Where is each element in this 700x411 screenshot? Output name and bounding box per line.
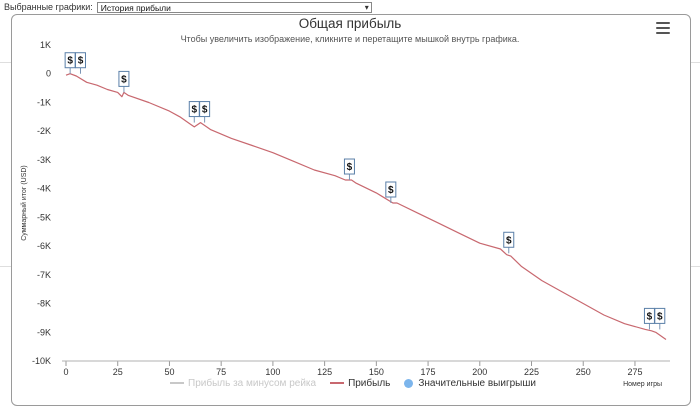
x-tick-label: 275 — [627, 367, 642, 377]
x-tick-label: 25 — [113, 367, 123, 377]
notable-win-flag-label: $ — [202, 105, 208, 116]
legend-label-profit: Прибыль — [348, 377, 391, 389]
chart-selector-dropdown[interactable]: История прибыли ▾ — [96, 1, 372, 13]
x-tick-label: 75 — [216, 367, 226, 377]
chart-subtitle: Чтобы увеличить изображение, кликните и … — [180, 34, 520, 44]
x-tick-label: 0 — [63, 367, 68, 377]
notable-win-flag-box — [118, 70, 130, 87]
y-axis-title: Суммарный итог (USD) — [20, 165, 28, 241]
notable-win-flag-label: $ — [67, 56, 73, 67]
y-tick-label: -3K — [37, 155, 51, 165]
chart-legend: Прибыль за минусом рейка Прибыль Значите… — [170, 376, 550, 390]
x-tick-label: 125 — [317, 367, 332, 377]
notable-win-flag-box — [343, 158, 355, 175]
hamburger-menu-icon[interactable] — [656, 22, 670, 34]
legend-item-wins[interactable]: Значительные выигрыши — [404, 378, 536, 389]
notable-win-flag[interactable]: $ — [64, 52, 76, 74]
y-tick-label: -7K — [37, 270, 51, 280]
notable-win-flag[interactable]: $ — [654, 307, 666, 330]
chart-title: Общая прибыль — [298, 16, 402, 31]
x-tick-label: 50 — [164, 367, 174, 377]
legend-line-swatch — [170, 382, 184, 384]
notable-win-flag-label: $ — [347, 162, 353, 173]
y-tick-label: -8K — [37, 299, 51, 309]
y-tick-label: -5K — [37, 212, 51, 222]
notable-win-flag[interactable]: $ — [643, 307, 655, 330]
notable-win-flag-label: $ — [78, 56, 84, 67]
legend-dot-swatch — [404, 378, 414, 388]
notable-win-flag-box — [199, 101, 211, 118]
y-tick-label: 1K — [40, 40, 51, 50]
y-tick-label: -9K — [37, 327, 51, 337]
x-tick-label: 100 — [265, 367, 280, 377]
notable-win-flag-label: $ — [191, 105, 197, 116]
y-tick-label: -10K — [32, 356, 51, 366]
notable-win-flag[interactable]: $ — [385, 181, 397, 203]
notable-win-flag-box — [503, 231, 515, 248]
notable-win-flag[interactable]: $ — [199, 101, 211, 123]
y-tick-label: -2K — [37, 126, 51, 136]
notable-win-flag[interactable]: $ — [74, 52, 86, 74]
x-tick-label: 150 — [369, 367, 384, 377]
chart-selector-bar: Выбранные графики: История прибыли ▾ — [0, 0, 700, 14]
notable-win-flag-box — [74, 52, 86, 69]
x-tick-label: 225 — [524, 367, 539, 377]
y-tick-label: -6K — [37, 241, 51, 251]
notable-win-flag-label: $ — [388, 185, 394, 196]
y-tick-label: 0 — [46, 69, 51, 79]
chart-selector-value: История прибыли — [100, 2, 171, 13]
x-axis-title: Номер игры — [623, 381, 662, 388]
notable-win-flag-label: $ — [121, 74, 127, 85]
x-tick-label: 175 — [421, 367, 436, 377]
notable-win-flag-box — [385, 181, 397, 198]
legend-item-rake[interactable]: Прибыль за минусом рейка — [170, 378, 316, 389]
legend-item-profit[interactable]: Прибыль — [330, 378, 390, 389]
notable-win-flag-label: $ — [657, 311, 663, 322]
legend-line-swatch — [330, 382, 345, 384]
notable-win-flag-box — [654, 307, 666, 324]
notable-win-flag[interactable]: $ — [188, 101, 200, 123]
y-tick-label: -4K — [37, 184, 51, 194]
notable-win-flag-label: $ — [506, 235, 512, 246]
chevron-down-icon: ▾ — [364, 2, 369, 12]
legend-label-rake: Прибыль за минусом рейка — [188, 377, 317, 389]
notable-win-flag-label: $ — [647, 311, 653, 322]
notable-win-flag[interactable]: $ — [118, 70, 130, 93]
legend-label-wins: Значительные выигрыши — [418, 377, 536, 389]
x-tick-label: 200 — [472, 367, 487, 377]
x-tick-label: 250 — [576, 367, 591, 377]
notable-win-flag[interactable]: $ — [503, 231, 515, 254]
y-tick-label: -1K — [37, 97, 51, 107]
notable-win-flag[interactable]: $ — [343, 158, 355, 181]
chart-selector-label: Выбранные графики: — [4, 2, 93, 12]
profit-series-line[interactable] — [65, 73, 667, 340]
